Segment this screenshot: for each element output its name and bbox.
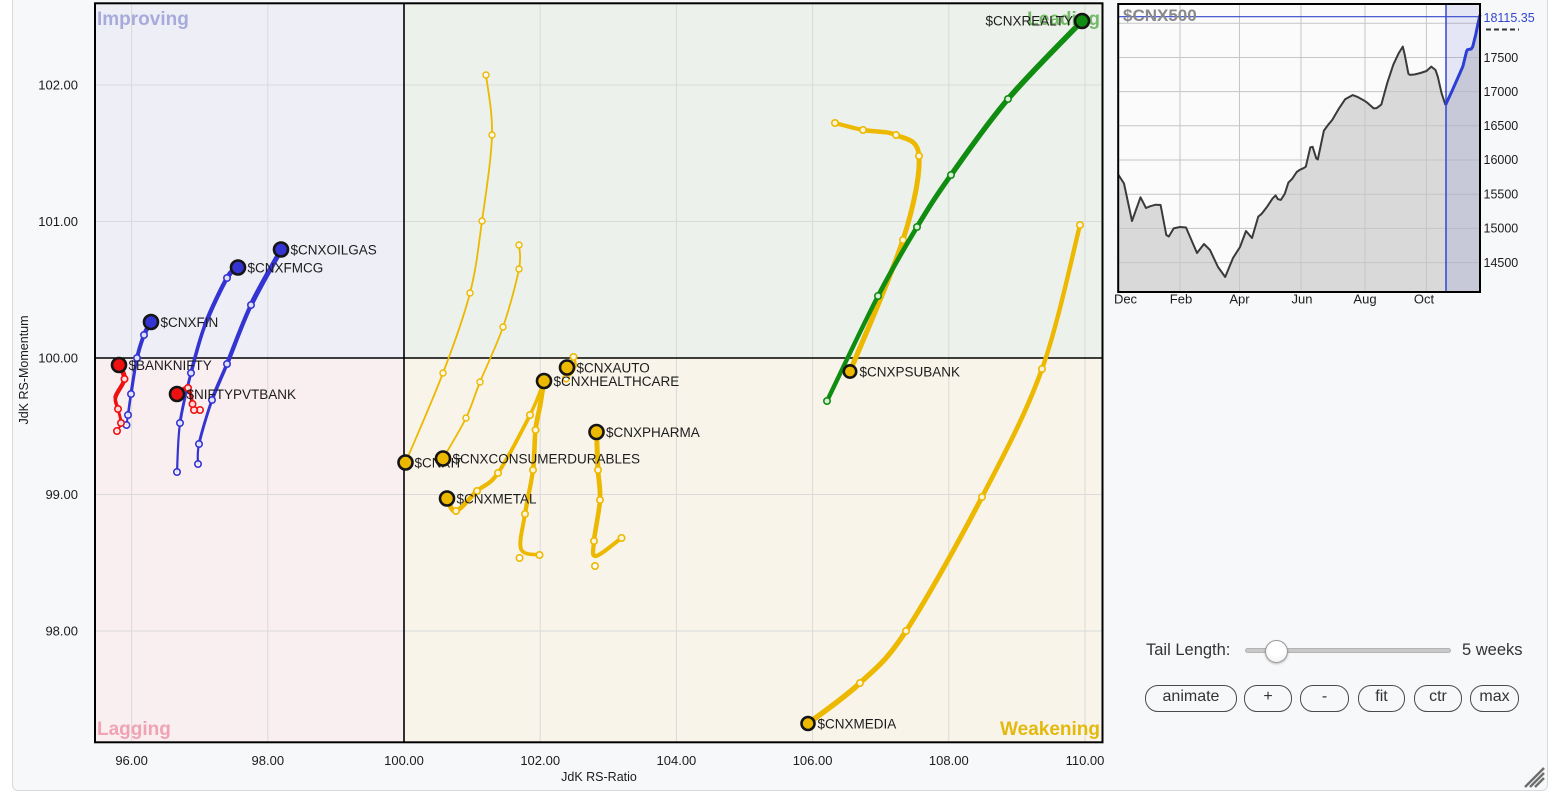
- svg-text:$CNXOILGAS: $CNXOILGAS: [291, 242, 377, 257]
- svg-text:$CNXPHARMA: $CNXPHARMA: [606, 425, 700, 440]
- svg-text:14500: 14500: [1484, 256, 1519, 270]
- svg-text:$CNXFIN: $CNXFIN: [161, 315, 219, 330]
- svg-text:101.00: 101.00: [38, 214, 78, 229]
- svg-text:Oct: Oct: [1414, 292, 1435, 307]
- svg-text:$BANKNIFTY: $BANKNIFTY: [129, 358, 212, 373]
- svg-text:Feb: Feb: [1170, 292, 1192, 307]
- svg-text:$CNXMEDIA: $CNXMEDIA: [818, 716, 897, 731]
- svg-text:$CNX500: $CNX500: [1123, 6, 1197, 25]
- svg-text:17000: 17000: [1484, 85, 1519, 99]
- svg-text:$CNXAUTO: $CNXAUTO: [577, 360, 650, 375]
- svg-text:102.00: 102.00: [520, 753, 560, 768]
- svg-text:106.00: 106.00: [793, 753, 833, 768]
- svg-text:16000: 16000: [1484, 153, 1519, 167]
- svg-text:JdK RS-Momentum: JdK RS-Momentum: [17, 315, 31, 424]
- svg-text:Weakening: Weakening: [1000, 719, 1100, 740]
- svg-text:Lagging: Lagging: [97, 719, 171, 740]
- svg-text:98.00: 98.00: [252, 753, 285, 768]
- svg-text:$CNXPSUBANK: $CNXPSUBANK: [860, 364, 961, 379]
- svg-text:Apr: Apr: [1229, 292, 1250, 307]
- svg-text:100.00: 100.00: [38, 351, 78, 366]
- svg-text:99.00: 99.00: [45, 487, 78, 502]
- svg-text:$CNXMETAL: $CNXMETAL: [457, 491, 538, 506]
- svg-text:$CNXFMCG: $CNXFMCG: [248, 260, 324, 275]
- svg-text:15500: 15500: [1484, 187, 1519, 201]
- svg-text:102.00: 102.00: [38, 78, 78, 93]
- svg-text:$CNXHEALTHCARE: $CNXHEALTHCARE: [554, 374, 680, 389]
- svg-text:Jun: Jun: [1292, 292, 1313, 307]
- svg-text:18115.35: 18115.35: [1484, 11, 1535, 25]
- svg-text:Aug: Aug: [1353, 292, 1376, 307]
- svg-text:104.00: 104.00: [657, 753, 697, 768]
- svg-text:108.00: 108.00: [929, 753, 969, 768]
- svg-text:$CNXREALTY: $CNXREALTY: [985, 14, 1073, 29]
- svg-text:17500: 17500: [1484, 51, 1519, 65]
- svg-text:110.00: 110.00: [1066, 753, 1105, 768]
- svg-text:$NIFTYPVTBANK: $NIFTYPVTBANK: [187, 387, 297, 402]
- svg-text:Dec: Dec: [1114, 292, 1138, 307]
- svg-text:98.00: 98.00: [45, 624, 78, 639]
- svg-text:JdK RS-Ratio: JdK RS-Ratio: [561, 770, 637, 784]
- svg-text:Improving: Improving: [97, 9, 189, 30]
- svg-text:15000: 15000: [1484, 222, 1519, 236]
- svg-text:96.00: 96.00: [115, 753, 148, 768]
- svg-text:16500: 16500: [1484, 119, 1519, 133]
- svg-text:100.00: 100.00: [384, 753, 424, 768]
- svg-text:$CNXCONSUMERDURABLES: $CNXCONSUMERDURABLES: [453, 451, 641, 466]
